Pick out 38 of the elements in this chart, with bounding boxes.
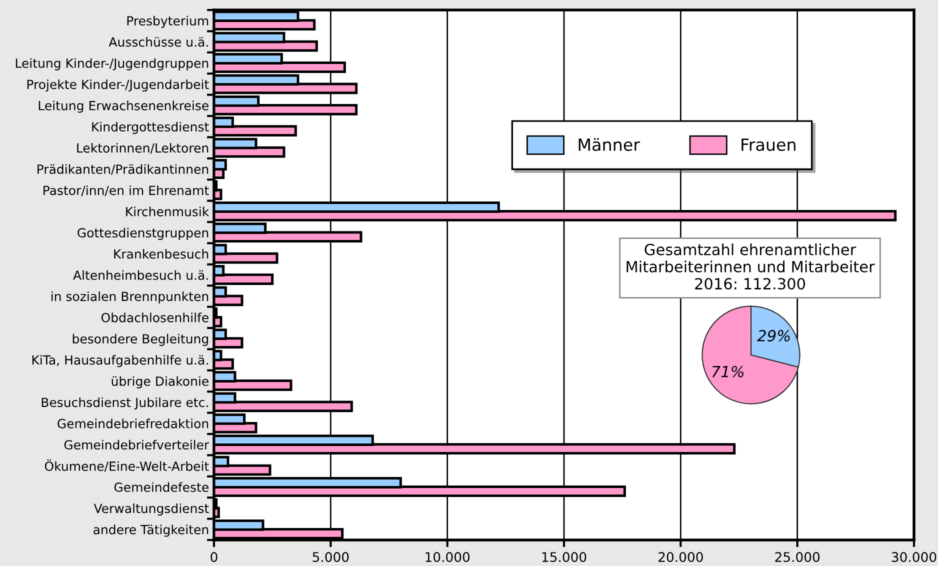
y-tick-label: Obdachlosenhilfe — [101, 312, 208, 322]
y-tick-label: Gemeindebriefverteiler — [64, 440, 210, 450]
y-tick-label: Gottesdienstgruppen — [78, 228, 208, 240]
y-tick-label: KiTa, Hausaufgabenhilfe u.ä. — [32, 355, 208, 368]
y-tick-label: Verwaltungsdienst — [94, 503, 209, 516]
legend-label: Frauen — [742, 138, 796, 151]
y-tick-label: Ausschüsse u.ä. — [108, 37, 208, 47]
x-tick-label: 20.000 — [658, 552, 703, 562]
data-label: 29% — [757, 330, 790, 342]
data-label: 71% — [712, 366, 744, 378]
y-tick-label: andere Tätigkeiten — [94, 524, 208, 537]
x-tick-label: 0 — [210, 552, 218, 562]
x-tick-label: 10.000 — [426, 552, 470, 562]
x-tick-label: 30.000 — [892, 552, 936, 562]
x-tick-label: 25.000 — [775, 552, 820, 562]
y-tick-label: übrige Diakonie — [112, 376, 208, 388]
x-tick-label: 15.000 — [542, 552, 586, 562]
legend-label: Männer — [578, 138, 640, 151]
y-tick-label: Kindergottesdienst — [92, 122, 209, 134]
y-tick-label: in sozialen Brennpunkten — [52, 291, 208, 304]
y-tick-label: Presbyterium — [127, 16, 208, 28]
y-tick-label: Lektorinnen/Lektoren — [77, 143, 208, 154]
y-tick-label: Prädikanten/Prädikantinnen — [38, 164, 208, 175]
chart-title: Gesamtzahl ehrenamtlicher Mitarbeiterinnen und Mitarbeiter 2016: 112.300 — [626, 244, 875, 290]
y-tick-label: Pastor/inn/en im Ehrenamt — [44, 185, 209, 196]
y-tick-label: besondere Begleitung — [72, 334, 208, 346]
y-tick-label: Besuchsdienst Jubilare etc. — [42, 397, 208, 410]
y-tick-label: Leitung Kinder-/Jugendgruppen — [16, 58, 208, 70]
y-tick-label: Gemeindebriefredaktion — [58, 418, 208, 428]
x-tick-label: 5.000 — [312, 552, 349, 562]
y-tick-label: Leitung Erwachsenenkreise — [38, 100, 208, 113]
y-tick-label: Projekte Kinder-/Jugendarbeit — [27, 79, 209, 92]
pie-slice — [702, 306, 799, 404]
y-tick-label: Ökumene/Eine-Welt-Arbeit — [44, 459, 209, 472]
y-tick-label: Gemeindefeste — [114, 482, 208, 492]
y-tick-label: Krankenbesuch — [114, 249, 208, 259]
y-tick-label: Kirchenmusik — [126, 206, 210, 216]
y-tick-label: Altenheimbesuch u.ä. — [73, 270, 208, 280]
